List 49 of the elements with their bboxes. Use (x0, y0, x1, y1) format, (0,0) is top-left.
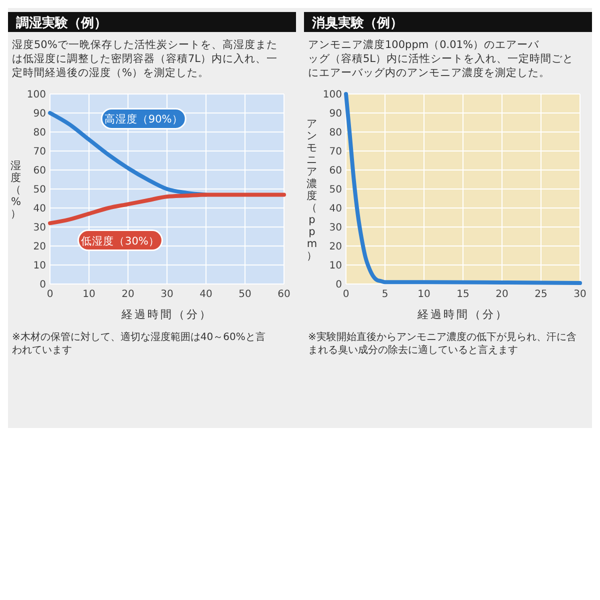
y-tick-label: 80 (33, 128, 46, 138)
y-tick-label: 20 (33, 242, 46, 252)
y-tick-label: 0 (336, 280, 342, 290)
y-tick-label: 90 (33, 108, 46, 120)
y-tick-label: 40 (33, 204, 46, 214)
y-tick-label: 10 (329, 260, 342, 272)
y-tick-label: 30 (329, 222, 342, 234)
line-series (48, 192, 286, 226)
x-tick-label: 30 (160, 289, 174, 300)
y-tick-label: 60 (329, 166, 342, 176)
x-tick-label: 40 (200, 289, 212, 300)
x-tick-label: 20 (122, 289, 134, 300)
y-tick-label: 100 (26, 90, 46, 100)
y-tick-label: 60 (33, 166, 46, 176)
y-tick-label: 20 (329, 242, 342, 252)
text: ※実験開始直後からアンモニア濃度の低下が見られ、汗に含まれる臭い成分の除去に適していると言えます (308, 331, 576, 356)
y-tick-label: 70 (33, 146, 46, 158)
chart-subtitle: アンモニア濃度100ppm（0.01%）のエアーバッグ（容積5L）内に活性シートを入れ、一定時間ごとにエアーバッグ内のアンモニア濃度を測定した。 (308, 38, 574, 79)
y-tick-label: 90 (329, 108, 342, 120)
chart-title: 調湿実験（例） (16, 15, 107, 31)
x-tick-label: 30 (574, 289, 586, 300)
x-tick-label: 25 (534, 289, 548, 300)
x-axis-title: 経過時間（分） (416, 308, 508, 321)
x-tick-label: 50 (238, 289, 252, 300)
y-tick-label: 80 (329, 128, 342, 138)
y-tick-label: 40 (329, 204, 342, 214)
y-axis-title: 湿度（%） (10, 160, 22, 220)
x-tick-label: 60 (278, 289, 290, 300)
y-tick-label: 50 (33, 184, 46, 196)
chart-title: 消臭実験（例） (311, 15, 403, 31)
y-tick-label: 10 (33, 260, 46, 272)
x-tick-label: 0 (342, 289, 350, 300)
x-tick-label: 10 (418, 289, 430, 300)
y-tick-label: 100 (322, 90, 342, 100)
x-tick-label: 20 (496, 289, 508, 300)
x-tick-label: 15 (456, 289, 470, 300)
x-tick-label: 5 (382, 289, 388, 300)
y-tick-label: 0 (40, 280, 46, 290)
series-label: 高湿度（90%） (104, 112, 183, 126)
y-tick-label: 70 (329, 146, 342, 158)
chart-subtitle: 湿度50%で一晩保存した活性炭シートを、高湿度または低湿度に調整した密閉容器（容積7L）内に入れ、一定時間経過後の湿度（%）を測定した。 (12, 38, 278, 79)
text: ※木材の保管に対して、適切な湿度範囲は40～60%と言われています (12, 331, 266, 356)
y-tick-label: 30 (33, 222, 46, 234)
y-tick-label: 50 (329, 184, 342, 196)
text: アンモニア濃度（ppm） (306, 118, 318, 262)
x-tick-label: 0 (46, 289, 54, 300)
x-tick-label: 10 (82, 289, 96, 300)
x-axis-title: 経過時間（分） (120, 308, 212, 321)
series-label: 低湿度（30%） (81, 234, 160, 248)
